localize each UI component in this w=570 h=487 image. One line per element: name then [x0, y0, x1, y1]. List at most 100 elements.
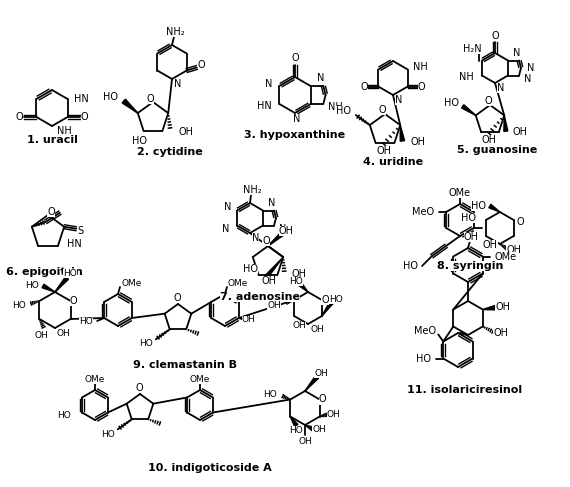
Text: HO: HO: [290, 426, 303, 435]
Text: OH: OH: [327, 410, 341, 419]
Text: OMe: OMe: [121, 279, 141, 287]
Text: N: N: [174, 79, 181, 89]
Text: N: N: [317, 73, 324, 83]
Polygon shape: [305, 425, 314, 431]
Text: O: O: [360, 81, 368, 92]
Text: N: N: [222, 224, 229, 233]
Polygon shape: [504, 115, 508, 131]
Polygon shape: [489, 204, 500, 212]
Text: 2. cytidine: 2. cytidine: [137, 147, 203, 157]
Polygon shape: [122, 99, 138, 113]
Polygon shape: [55, 277, 68, 292]
Polygon shape: [305, 375, 319, 391]
Text: OH: OH: [312, 426, 326, 434]
Text: O: O: [70, 296, 78, 306]
Text: HO: HO: [263, 390, 277, 399]
Text: O: O: [81, 112, 88, 122]
Text: OH: OH: [506, 245, 522, 255]
Text: OH: OH: [463, 232, 478, 242]
Text: O: O: [378, 105, 386, 115]
Text: O: O: [15, 112, 23, 122]
Text: N: N: [223, 203, 231, 212]
Text: OH: OH: [493, 329, 508, 338]
Polygon shape: [400, 125, 405, 141]
Text: 7. adenosine: 7. adenosine: [220, 292, 300, 302]
Text: HO: HO: [461, 213, 476, 223]
Text: OH: OH: [267, 300, 281, 310]
Text: O: O: [491, 31, 499, 41]
Text: N: N: [268, 198, 276, 207]
Text: OH: OH: [35, 331, 48, 339]
Text: S: S: [77, 226, 83, 236]
Text: HO: HO: [79, 318, 93, 326]
Text: HO: HO: [443, 98, 459, 109]
Text: 3. hypoxanthine: 3. hypoxanthine: [245, 130, 345, 140]
Text: OH: OH: [376, 146, 391, 156]
Text: OH: OH: [495, 301, 510, 312]
Text: OH: OH: [279, 226, 294, 236]
Text: HO: HO: [336, 106, 351, 116]
Text: N: N: [279, 224, 286, 233]
Text: 1. uracil: 1. uracil: [27, 135, 78, 145]
Text: O: O: [198, 60, 206, 71]
Polygon shape: [268, 232, 283, 246]
Text: OH: OH: [482, 240, 498, 250]
Text: OH: OH: [56, 329, 70, 337]
Text: OMe: OMe: [85, 375, 105, 383]
Text: N: N: [265, 79, 272, 89]
Text: OH: OH: [482, 135, 496, 145]
Text: O: O: [146, 94, 154, 104]
Text: NH: NH: [328, 102, 343, 112]
Text: OH: OH: [292, 321, 306, 331]
Text: N: N: [497, 83, 504, 93]
Text: HO: HO: [139, 339, 153, 348]
Text: O: O: [173, 293, 181, 303]
Text: N: N: [514, 48, 521, 57]
Polygon shape: [42, 284, 55, 292]
Text: HO: HO: [329, 295, 343, 303]
Text: HO: HO: [25, 281, 39, 289]
Text: OH: OH: [513, 127, 528, 137]
Text: 5. guanosine: 5. guanosine: [457, 145, 537, 155]
Text: OH: OH: [291, 269, 307, 279]
Text: N: N: [395, 95, 402, 105]
Polygon shape: [322, 301, 333, 316]
Text: O: O: [418, 81, 426, 92]
Polygon shape: [299, 282, 308, 292]
Text: NH: NH: [459, 73, 474, 82]
Text: OMe: OMe: [190, 375, 210, 383]
Text: H₂N: H₂N: [463, 43, 482, 54]
Text: OMe: OMe: [228, 279, 249, 287]
Text: MeO: MeO: [412, 207, 434, 217]
Text: 9. clemastanin B: 9. clemastanin B: [133, 360, 237, 370]
Text: O: O: [321, 295, 329, 305]
Text: NH₂: NH₂: [166, 27, 184, 37]
Text: HO: HO: [289, 277, 303, 285]
Text: HO: HO: [471, 201, 486, 211]
Polygon shape: [262, 257, 283, 281]
Text: OMe: OMe: [495, 251, 517, 262]
Text: HN: HN: [67, 239, 82, 249]
Text: O: O: [517, 217, 524, 227]
Text: OH: OH: [314, 369, 328, 377]
Text: HO: HO: [403, 261, 418, 271]
Text: 6. epigoitrin: 6. epigoitrin: [6, 267, 83, 277]
Text: O: O: [484, 96, 492, 106]
Text: OH: OH: [178, 127, 193, 137]
Text: MeO: MeO: [414, 326, 436, 337]
Text: O: O: [47, 207, 55, 217]
Text: OH: OH: [410, 137, 425, 147]
Text: OH: OH: [298, 436, 312, 446]
Text: HO: HO: [101, 430, 115, 439]
Text: NH: NH: [413, 61, 428, 72]
Text: HO: HO: [63, 268, 77, 278]
Text: OH: OH: [261, 276, 276, 286]
Text: O: O: [319, 394, 327, 405]
Text: N: N: [252, 233, 259, 243]
Text: HO: HO: [243, 264, 258, 274]
Text: HN: HN: [74, 94, 88, 104]
Text: 8. syringin: 8. syringin: [437, 261, 503, 271]
Polygon shape: [290, 416, 298, 427]
Polygon shape: [462, 105, 476, 115]
Text: HO: HO: [57, 411, 71, 420]
